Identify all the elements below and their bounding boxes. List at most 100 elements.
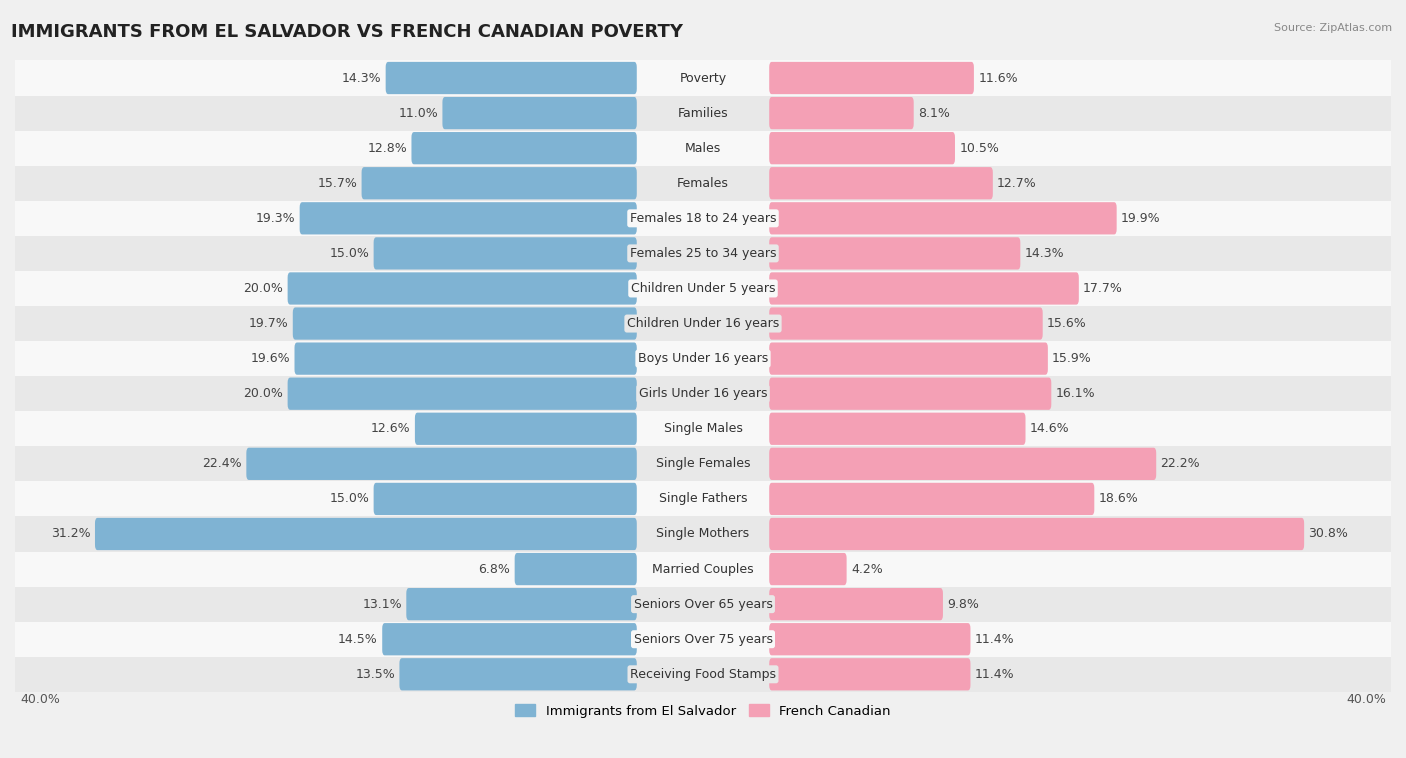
FancyBboxPatch shape	[769, 167, 993, 199]
Text: 16.1%: 16.1%	[1056, 387, 1095, 400]
FancyBboxPatch shape	[769, 237, 1021, 270]
Text: 30.8%: 30.8%	[1309, 528, 1348, 540]
Bar	[15, 166, 1391, 201]
Text: Seniors Over 75 years: Seniors Over 75 years	[634, 633, 772, 646]
Bar	[15, 271, 1391, 306]
Text: 11.6%: 11.6%	[979, 71, 1018, 85]
FancyBboxPatch shape	[299, 202, 637, 234]
FancyBboxPatch shape	[769, 448, 1156, 480]
Text: 9.8%: 9.8%	[948, 597, 979, 611]
Bar	[15, 587, 1391, 622]
Legend: Immigrants from El Salvador, French Canadian: Immigrants from El Salvador, French Cana…	[510, 699, 896, 723]
Text: 19.3%: 19.3%	[256, 211, 295, 225]
Text: Families: Families	[678, 107, 728, 120]
Bar	[15, 236, 1391, 271]
Bar	[15, 622, 1391, 656]
Text: 14.5%: 14.5%	[339, 633, 378, 646]
Text: 19.9%: 19.9%	[1121, 211, 1160, 225]
FancyBboxPatch shape	[246, 448, 637, 480]
Text: 14.3%: 14.3%	[342, 71, 381, 85]
Text: Single Fathers: Single Fathers	[659, 493, 747, 506]
Text: Children Under 5 years: Children Under 5 years	[631, 282, 775, 295]
Text: 31.2%: 31.2%	[51, 528, 90, 540]
Text: 4.2%: 4.2%	[851, 562, 883, 575]
Bar	[15, 61, 1391, 96]
Text: Females: Females	[678, 177, 728, 190]
Text: Seniors Over 65 years: Seniors Over 65 years	[634, 597, 772, 611]
Text: 19.6%: 19.6%	[250, 352, 290, 365]
Bar	[15, 341, 1391, 376]
FancyBboxPatch shape	[385, 62, 637, 94]
FancyBboxPatch shape	[399, 658, 637, 691]
Bar	[15, 446, 1391, 481]
FancyBboxPatch shape	[288, 377, 637, 410]
Text: Receiving Food Stamps: Receiving Food Stamps	[630, 668, 776, 681]
Text: 12.6%: 12.6%	[371, 422, 411, 435]
Text: Boys Under 16 years: Boys Under 16 years	[638, 352, 768, 365]
FancyBboxPatch shape	[361, 167, 637, 199]
FancyBboxPatch shape	[374, 237, 637, 270]
Text: 14.6%: 14.6%	[1029, 422, 1070, 435]
Bar	[15, 412, 1391, 446]
FancyBboxPatch shape	[769, 343, 1047, 374]
Text: 13.5%: 13.5%	[356, 668, 395, 681]
FancyBboxPatch shape	[294, 343, 637, 374]
Text: IMMIGRANTS FROM EL SALVADOR VS FRENCH CANADIAN POVERTY: IMMIGRANTS FROM EL SALVADOR VS FRENCH CA…	[11, 23, 683, 41]
Bar	[15, 96, 1391, 130]
Bar	[15, 656, 1391, 692]
Text: 15.9%: 15.9%	[1052, 352, 1092, 365]
Text: Poverty: Poverty	[679, 71, 727, 85]
Text: 20.0%: 20.0%	[243, 387, 284, 400]
FancyBboxPatch shape	[769, 97, 914, 129]
FancyBboxPatch shape	[374, 483, 637, 515]
FancyBboxPatch shape	[769, 308, 1043, 340]
FancyBboxPatch shape	[769, 483, 1094, 515]
FancyBboxPatch shape	[769, 132, 955, 164]
Text: Single Females: Single Females	[655, 457, 751, 471]
Text: 15.0%: 15.0%	[329, 493, 370, 506]
FancyBboxPatch shape	[96, 518, 637, 550]
Text: 11.4%: 11.4%	[974, 668, 1014, 681]
Text: 11.4%: 11.4%	[974, 633, 1014, 646]
Text: 40.0%: 40.0%	[1346, 693, 1386, 706]
Bar	[15, 201, 1391, 236]
Text: 10.5%: 10.5%	[959, 142, 1000, 155]
FancyBboxPatch shape	[292, 308, 637, 340]
FancyBboxPatch shape	[288, 272, 637, 305]
FancyBboxPatch shape	[769, 518, 1305, 550]
FancyBboxPatch shape	[769, 412, 1025, 445]
FancyBboxPatch shape	[769, 588, 943, 620]
Text: Girls Under 16 years: Girls Under 16 years	[638, 387, 768, 400]
Bar	[15, 552, 1391, 587]
Text: Females 18 to 24 years: Females 18 to 24 years	[630, 211, 776, 225]
Text: 17.7%: 17.7%	[1083, 282, 1123, 295]
Text: 18.6%: 18.6%	[1098, 493, 1139, 506]
Text: 11.0%: 11.0%	[398, 107, 439, 120]
FancyBboxPatch shape	[769, 658, 970, 691]
FancyBboxPatch shape	[515, 553, 637, 585]
Text: 13.1%: 13.1%	[363, 597, 402, 611]
Text: Single Mothers: Single Mothers	[657, 528, 749, 540]
FancyBboxPatch shape	[769, 202, 1116, 234]
Text: 20.0%: 20.0%	[243, 282, 284, 295]
Text: 8.1%: 8.1%	[918, 107, 950, 120]
Bar	[15, 481, 1391, 516]
Text: 6.8%: 6.8%	[478, 562, 510, 575]
Text: 15.0%: 15.0%	[329, 247, 370, 260]
FancyBboxPatch shape	[769, 62, 974, 94]
Text: 22.2%: 22.2%	[1160, 457, 1201, 471]
Text: 15.7%: 15.7%	[318, 177, 357, 190]
Text: Children Under 16 years: Children Under 16 years	[627, 317, 779, 330]
Text: 19.7%: 19.7%	[249, 317, 288, 330]
FancyBboxPatch shape	[415, 412, 637, 445]
FancyBboxPatch shape	[769, 272, 1078, 305]
Bar	[15, 306, 1391, 341]
Text: Married Couples: Married Couples	[652, 562, 754, 575]
FancyBboxPatch shape	[769, 377, 1052, 410]
Text: 14.3%: 14.3%	[1025, 247, 1064, 260]
FancyBboxPatch shape	[769, 553, 846, 585]
Text: 15.6%: 15.6%	[1047, 317, 1087, 330]
Text: 12.7%: 12.7%	[997, 177, 1036, 190]
Text: 12.8%: 12.8%	[367, 142, 408, 155]
Text: Single Males: Single Males	[664, 422, 742, 435]
